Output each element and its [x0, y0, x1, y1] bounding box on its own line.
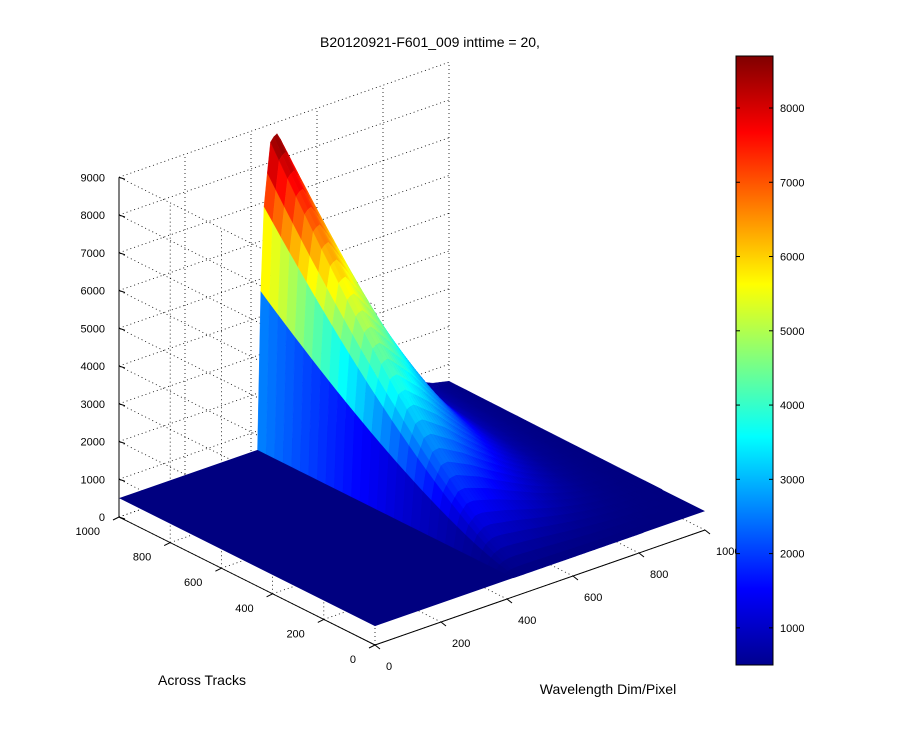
colorbar-tick-label: 4000 — [780, 400, 804, 412]
colorbar-tick-label: 3000 — [780, 474, 804, 486]
y-tick — [317, 618, 325, 623]
z-tick-label: 6000 — [81, 286, 105, 298]
surface-plot — [119, 133, 705, 627]
z-tick-label: 4000 — [81, 361, 105, 373]
z-tick — [118, 290, 126, 293]
surface-patch — [655, 490, 669, 497]
x-axis-label: Wavelength Dim/Pixel — [540, 681, 676, 697]
z-tick — [118, 441, 126, 444]
z-tick-label: 5000 — [81, 323, 105, 335]
y-axis-line — [118, 516, 376, 646]
colorbar-tick-label: 6000 — [780, 252, 804, 264]
colorbar-tick-label: 8000 — [780, 103, 804, 115]
z-tick — [118, 214, 126, 218]
y-tick — [266, 593, 273, 598]
z-tick-label: 3000 — [81, 399, 105, 411]
y-axis-label: Across Tracks — [158, 672, 246, 688]
x-tick-label: 0 — [386, 661, 392, 673]
x-tick — [704, 529, 711, 535]
x-tick — [506, 598, 513, 604]
axes: 0100020003000400050006000700080009000020… — [76, 172, 741, 673]
z-tick-label: 1000 — [81, 474, 105, 486]
colorbar: 1000 2000 3000 4000 5000 6000 7000 8000 — [735, 55, 804, 666]
y-tick — [215, 567, 222, 572]
y-tick-label: 200 — [286, 628, 304, 640]
colorbar-tick-label: 2000 — [780, 549, 804, 561]
y-tick-label: 800 — [133, 552, 151, 564]
z-tick — [118, 327, 126, 331]
x-axis-line — [374, 529, 706, 646]
z-tick — [118, 176, 126, 180]
x-tick-label: 600 — [584, 592, 602, 604]
surface-patch — [654, 512, 668, 519]
y-tick — [368, 644, 376, 649]
z-tick-label: 9000 — [81, 172, 105, 184]
x-tick-label: 800 — [650, 569, 668, 581]
colorbar-gradient — [735, 55, 774, 666]
z-tick — [118, 365, 126, 369]
x-tick-label: 400 — [518, 615, 536, 627]
x-tick-label: 200 — [452, 638, 470, 650]
x-tick — [440, 621, 447, 627]
y-tick-label: 1000 — [76, 526, 100, 538]
colorbar-tick-label: 1000 — [780, 623, 804, 635]
x-tick-label: 1000 — [716, 546, 740, 558]
colorbar-ticks: 1000 2000 3000 4000 5000 6000 7000 8000 — [736, 103, 804, 635]
x-tick — [638, 552, 645, 558]
z-tick — [118, 478, 126, 482]
y-tick — [112, 516, 120, 521]
chart-title: B20120921-F601_009 inttime = 20, — [320, 34, 540, 50]
z-tick-label: 2000 — [81, 437, 105, 449]
surface-patch — [659, 503, 673, 510]
surface-patch — [650, 485, 663, 491]
surface-patch — [631, 527, 644, 534]
x-tick — [374, 644, 381, 650]
z-tick — [118, 252, 126, 256]
surface-patch — [657, 496, 671, 503]
z-tick-label: 8000 — [81, 210, 105, 222]
y-tick-label: 0 — [350, 654, 356, 666]
x-tick — [572, 575, 579, 581]
z-tick-label: 0 — [99, 512, 105, 524]
colorbar-tick-label: 5000 — [780, 326, 804, 338]
colorbar-tick-label: 7000 — [780, 177, 804, 189]
y-tick — [163, 542, 171, 547]
z-tick — [118, 403, 126, 407]
z-tick-label: 7000 — [81, 248, 105, 260]
y-tick-label: 600 — [184, 577, 202, 589]
y-tick-label: 400 — [235, 603, 253, 615]
